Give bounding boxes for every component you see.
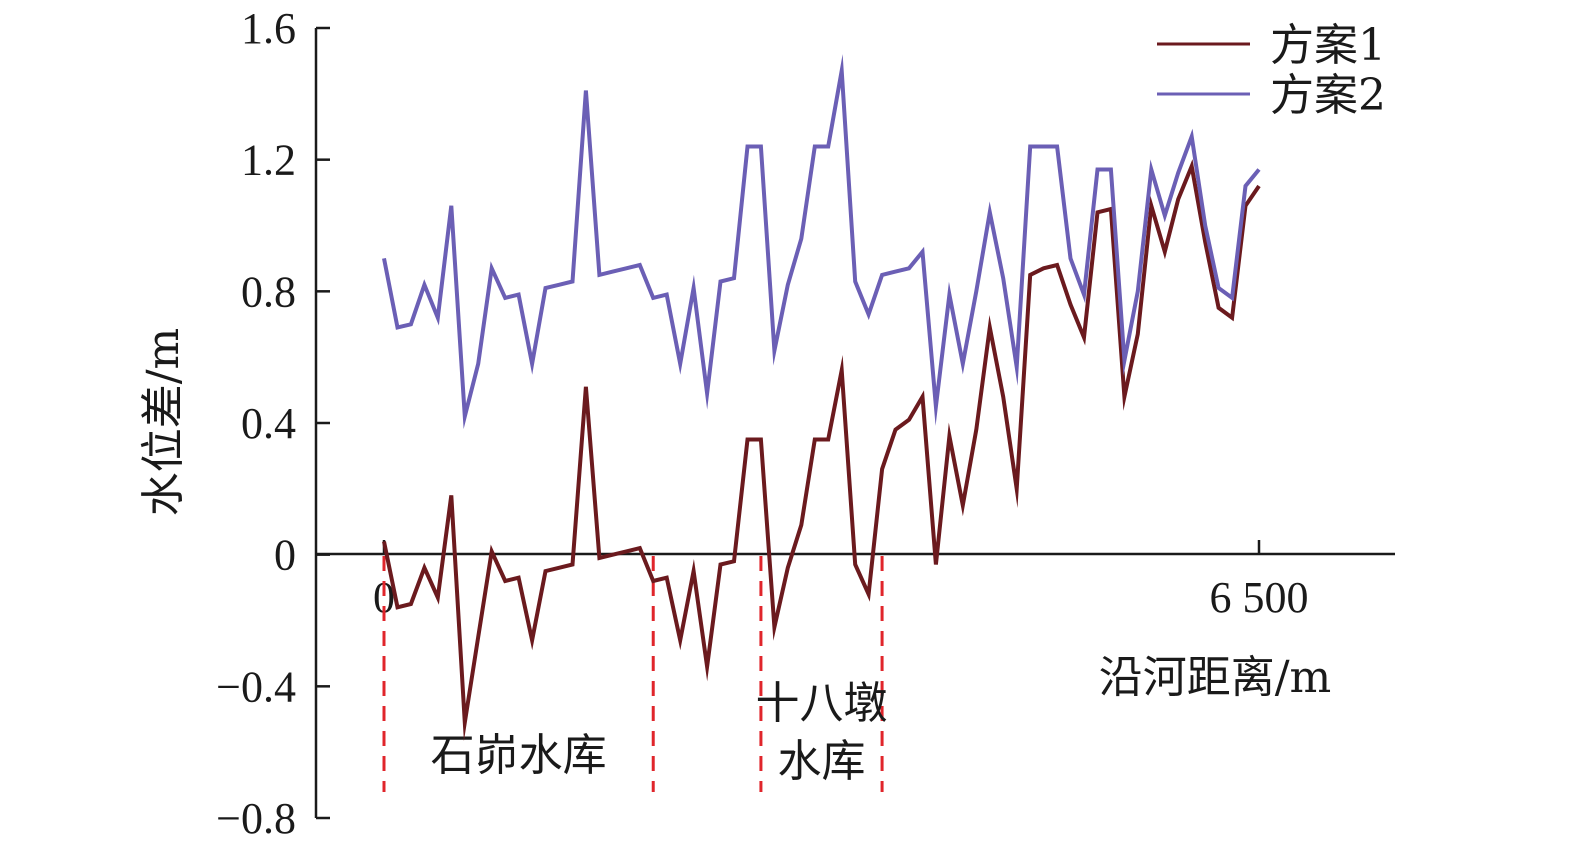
reservoir-label: 水库: [778, 736, 866, 787]
y-tick-label: 1.6: [241, 4, 296, 53]
y-ticks: −0.8 −0.4 0 0.4 0.8 1.2 1.6: [216, 4, 330, 843]
series-line-2: [382, 54, 1261, 430]
reservoir-label: 十八墩: [756, 678, 888, 729]
series-line-1: [382, 159, 1261, 742]
series-lines: [382, 54, 1261, 742]
y-tick-label: 0.8: [241, 267, 296, 316]
x-axis-title: 沿河距离/m: [1099, 652, 1332, 703]
y-tick-label: 0.4: [241, 399, 296, 448]
reservoir-label: 石峁水库: [431, 730, 607, 781]
y-tick-label: 1.2: [241, 136, 296, 185]
y-tick-label: 0: [274, 531, 296, 580]
x-tick-label: 6 500: [1210, 573, 1309, 622]
x-ticks: 0 6 500: [373, 540, 1309, 622]
y-tick-label: −0.4: [216, 662, 296, 711]
y-axis-title: 水位差/m: [138, 328, 189, 517]
legend-label: 方案2: [1270, 70, 1386, 121]
legend-label: 方案1: [1270, 20, 1386, 71]
y-tick-label: −0.8: [216, 794, 296, 843]
x-tick-label: 0: [373, 573, 395, 622]
